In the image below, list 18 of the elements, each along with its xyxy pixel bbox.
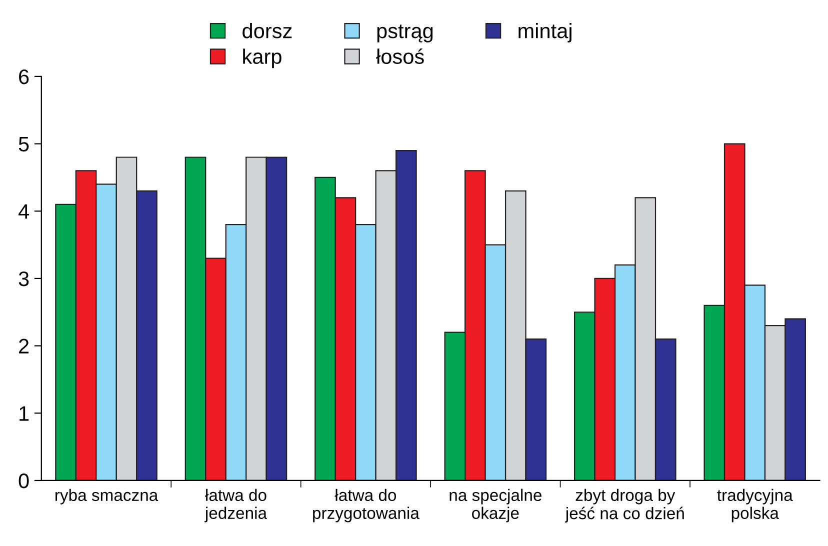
y-tick-label: 5	[18, 136, 29, 152]
y-tick-label: 2	[19, 338, 29, 354]
legend-label: mintaj	[518, 22, 572, 42]
x-tick-label: łatwa do jedzenia	[204, 488, 268, 522]
legend-label: karp	[243, 48, 282, 68]
y-tick-label: 3	[18, 271, 29, 286]
legend-label: pstrąg	[377, 24, 433, 42]
legend-label: łosoś	[376, 48, 424, 64]
legend-label: dorsz	[242, 22, 292, 38]
x-tick-label: na specjalne okazje	[450, 488, 542, 522]
y-tick-label: 1	[20, 406, 29, 421]
x-tick-label: łatwa do przygotowania	[313, 488, 420, 522]
y-tick-label: 6	[19, 69, 29, 84]
x-tick-label: tradycyjna polska	[717, 488, 793, 522]
x-tick-label: ryba smaczna	[56, 488, 158, 504]
x-tick-label: zbyt droga by jeść na co dzień	[564, 488, 684, 523]
y-tick-label: 0	[18, 473, 29, 488]
y-tick-label: 4	[18, 204, 29, 219]
